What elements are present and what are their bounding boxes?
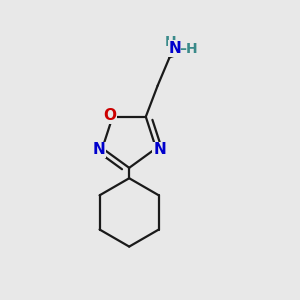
Text: –H: –H	[180, 42, 198, 56]
Text: O: O	[104, 108, 117, 123]
Text: N: N	[92, 142, 105, 157]
Text: N: N	[153, 142, 166, 157]
Text: N: N	[169, 41, 181, 56]
Text: H: H	[165, 35, 177, 50]
